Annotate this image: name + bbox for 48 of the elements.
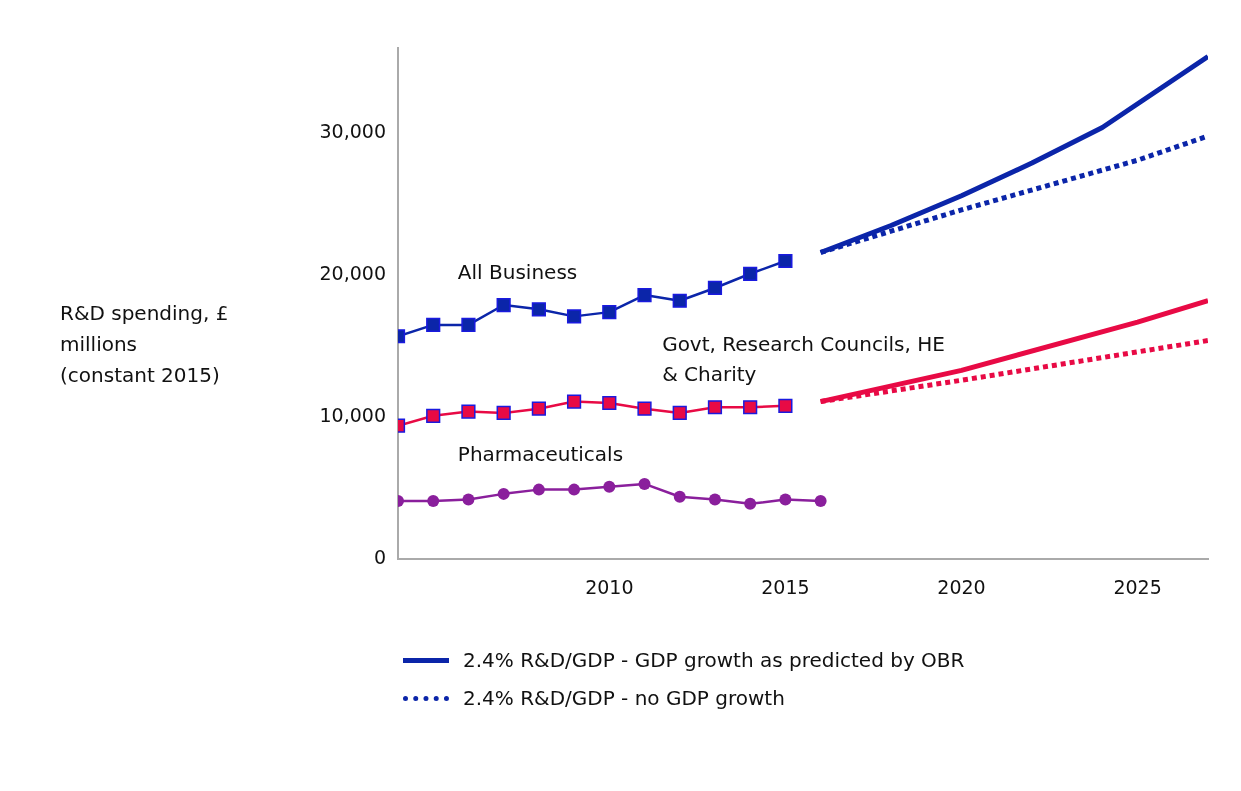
y-tick-label: 30,000 <box>319 120 386 143</box>
point <box>462 493 475 506</box>
point <box>531 302 546 317</box>
x-tick-label: 2020 <box>937 575 986 598</box>
point <box>603 480 616 493</box>
point <box>568 483 581 496</box>
x-tick-label: 2015 <box>761 575 810 598</box>
point <box>461 404 476 419</box>
point <box>638 477 651 490</box>
point <box>672 293 687 308</box>
series-label: Govt, Research Councils, HE & Charity <box>662 331 945 386</box>
legend-label: 2.4% R&D/GDP - no GDP growth <box>463 686 785 710</box>
point <box>602 305 617 320</box>
point <box>496 297 511 313</box>
point <box>566 309 582 324</box>
point <box>496 405 511 421</box>
point <box>814 494 827 507</box>
point <box>637 401 652 416</box>
y-tick-label: 0 <box>373 546 386 569</box>
point <box>707 280 723 296</box>
point <box>426 408 441 423</box>
point <box>743 400 758 415</box>
point <box>531 401 546 416</box>
point <box>743 266 758 281</box>
x-tick-label: 2010 <box>585 575 634 598</box>
point <box>497 487 510 500</box>
y-axis-title: R&D spending, £ millions (constant 2015) <box>60 300 230 389</box>
x-tick-label: 2025 <box>1113 575 1162 598</box>
point <box>707 400 723 415</box>
point <box>637 287 652 303</box>
point <box>673 490 686 503</box>
point <box>779 493 792 506</box>
point <box>778 398 793 413</box>
y-tick-label: 20,000 <box>319 262 386 285</box>
y-tick-label: 10,000 <box>319 404 386 427</box>
legend-label: 2.4% R&D/GDP - GDP growth as predicted by OBR <box>463 648 965 672</box>
point <box>532 483 545 496</box>
point <box>461 317 476 333</box>
point <box>672 405 687 421</box>
series-label: Pharmaceuticals <box>457 442 624 467</box>
point <box>744 497 757 510</box>
point <box>566 394 582 409</box>
point <box>602 395 617 411</box>
series-label: All Business <box>457 260 578 285</box>
point <box>708 493 721 506</box>
point <box>426 317 441 333</box>
point <box>778 253 793 269</box>
point <box>427 494 440 507</box>
